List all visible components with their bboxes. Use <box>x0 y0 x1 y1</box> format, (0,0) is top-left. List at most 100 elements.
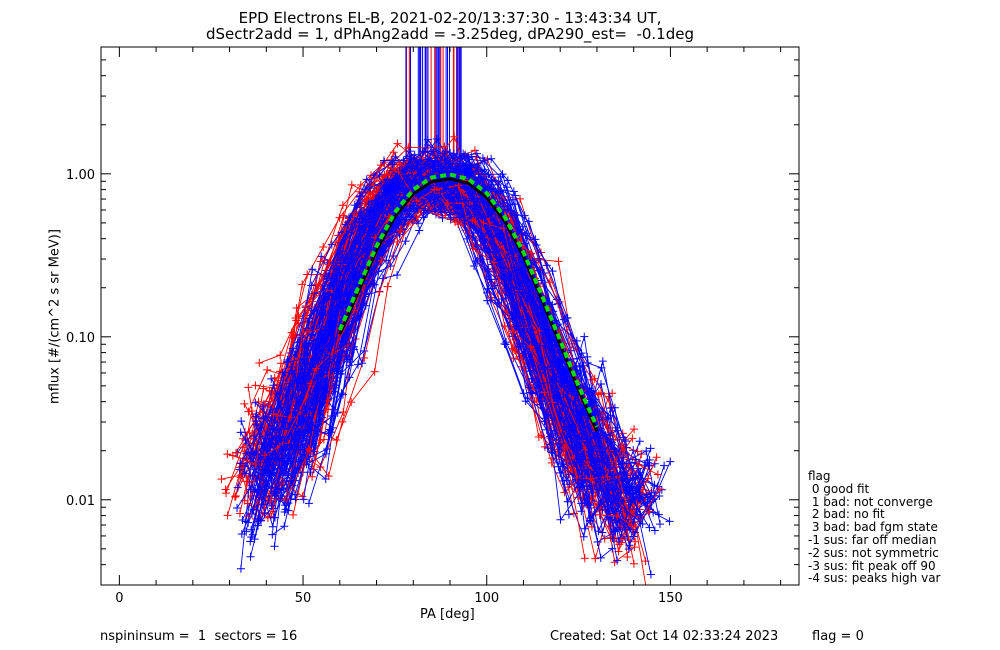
data-point <box>267 374 276 383</box>
data-point <box>221 485 230 494</box>
data-point <box>526 388 535 397</box>
data-point <box>634 460 643 469</box>
data-point <box>308 265 317 274</box>
data-point <box>251 398 260 407</box>
data-point <box>563 497 572 506</box>
footer-created-timestamp: Created: Sat Oct 14 02:33:24 2023 <box>550 629 779 644</box>
data-point <box>248 471 257 480</box>
data-point <box>469 244 478 253</box>
data-point <box>247 406 256 415</box>
data-point <box>501 280 510 289</box>
data-point <box>305 445 314 454</box>
data-point <box>362 195 371 204</box>
data-point <box>295 337 304 346</box>
data-point <box>480 156 489 165</box>
data-point <box>391 223 400 232</box>
data-point <box>246 448 255 457</box>
data-point <box>429 147 438 156</box>
data-point <box>396 226 405 235</box>
data-point <box>521 397 530 406</box>
data-point <box>291 444 300 453</box>
data-point <box>554 257 563 266</box>
data-point <box>362 175 371 184</box>
data-point <box>279 485 288 494</box>
data-point <box>393 270 402 279</box>
data-point <box>288 344 297 353</box>
data-point <box>504 273 513 282</box>
data-point <box>383 175 392 184</box>
data-point <box>556 515 565 524</box>
data-point <box>635 488 644 497</box>
data-point <box>238 443 247 452</box>
data-point <box>606 462 615 471</box>
data-point <box>587 495 596 504</box>
data-point <box>305 404 314 413</box>
data-point <box>526 343 535 352</box>
data-point <box>562 476 571 485</box>
data-point <box>276 399 285 408</box>
data-point <box>533 379 542 388</box>
data-point <box>464 152 473 161</box>
x-axis-label: PA [deg] <box>420 607 475 622</box>
data-point <box>484 230 493 239</box>
data-point <box>595 408 604 417</box>
data-point <box>473 176 482 185</box>
data-point <box>446 210 455 219</box>
data-point <box>477 195 486 204</box>
data-point <box>450 132 459 141</box>
chart-title: EPD Electrons EL-B, 2021-02-20/13:37:30 … <box>238 9 662 27</box>
data-point <box>410 150 419 159</box>
data-point <box>628 434 637 443</box>
data-point <box>438 214 447 223</box>
data-point <box>515 226 524 235</box>
data-point <box>487 176 496 185</box>
data-point <box>237 417 246 426</box>
data-point <box>621 437 630 446</box>
data-point <box>404 143 413 152</box>
data-point <box>248 530 257 539</box>
data-point <box>524 217 533 226</box>
data-point <box>643 458 652 467</box>
data-point <box>470 261 479 270</box>
y-tick-label: 0.01 <box>66 494 95 509</box>
data-point <box>358 359 367 368</box>
data-point <box>304 499 313 508</box>
data-point <box>655 485 664 494</box>
data-point <box>502 338 511 347</box>
data-point <box>599 416 608 425</box>
data-point <box>543 444 552 453</box>
data-point <box>324 371 333 380</box>
data-point <box>283 358 292 367</box>
data-point <box>330 290 339 299</box>
data-point <box>479 175 488 184</box>
data-point <box>299 357 308 366</box>
data-point <box>259 384 268 393</box>
data-point <box>525 383 534 392</box>
data-point <box>618 451 627 460</box>
data-point <box>238 516 247 525</box>
data-point <box>280 507 289 516</box>
data-point <box>357 209 366 218</box>
data-point <box>432 193 441 202</box>
data-point <box>270 489 279 498</box>
data-point <box>650 526 659 535</box>
data-point <box>455 213 464 222</box>
fit-curve <box>337 172 599 428</box>
data-point <box>471 201 480 210</box>
data-point <box>312 364 321 373</box>
data-point <box>294 457 303 466</box>
data-point <box>499 224 508 233</box>
data-point <box>588 447 597 456</box>
data-point <box>493 231 502 240</box>
data-point <box>268 408 277 417</box>
data-point <box>655 520 664 529</box>
flux-trace <box>255 177 641 531</box>
data-point <box>298 343 307 352</box>
data-point <box>256 424 265 433</box>
data-point <box>649 508 658 517</box>
data-point <box>243 499 252 508</box>
data-point <box>299 495 308 504</box>
data-point <box>280 501 289 510</box>
data-point <box>565 379 574 388</box>
data-point <box>642 446 651 455</box>
